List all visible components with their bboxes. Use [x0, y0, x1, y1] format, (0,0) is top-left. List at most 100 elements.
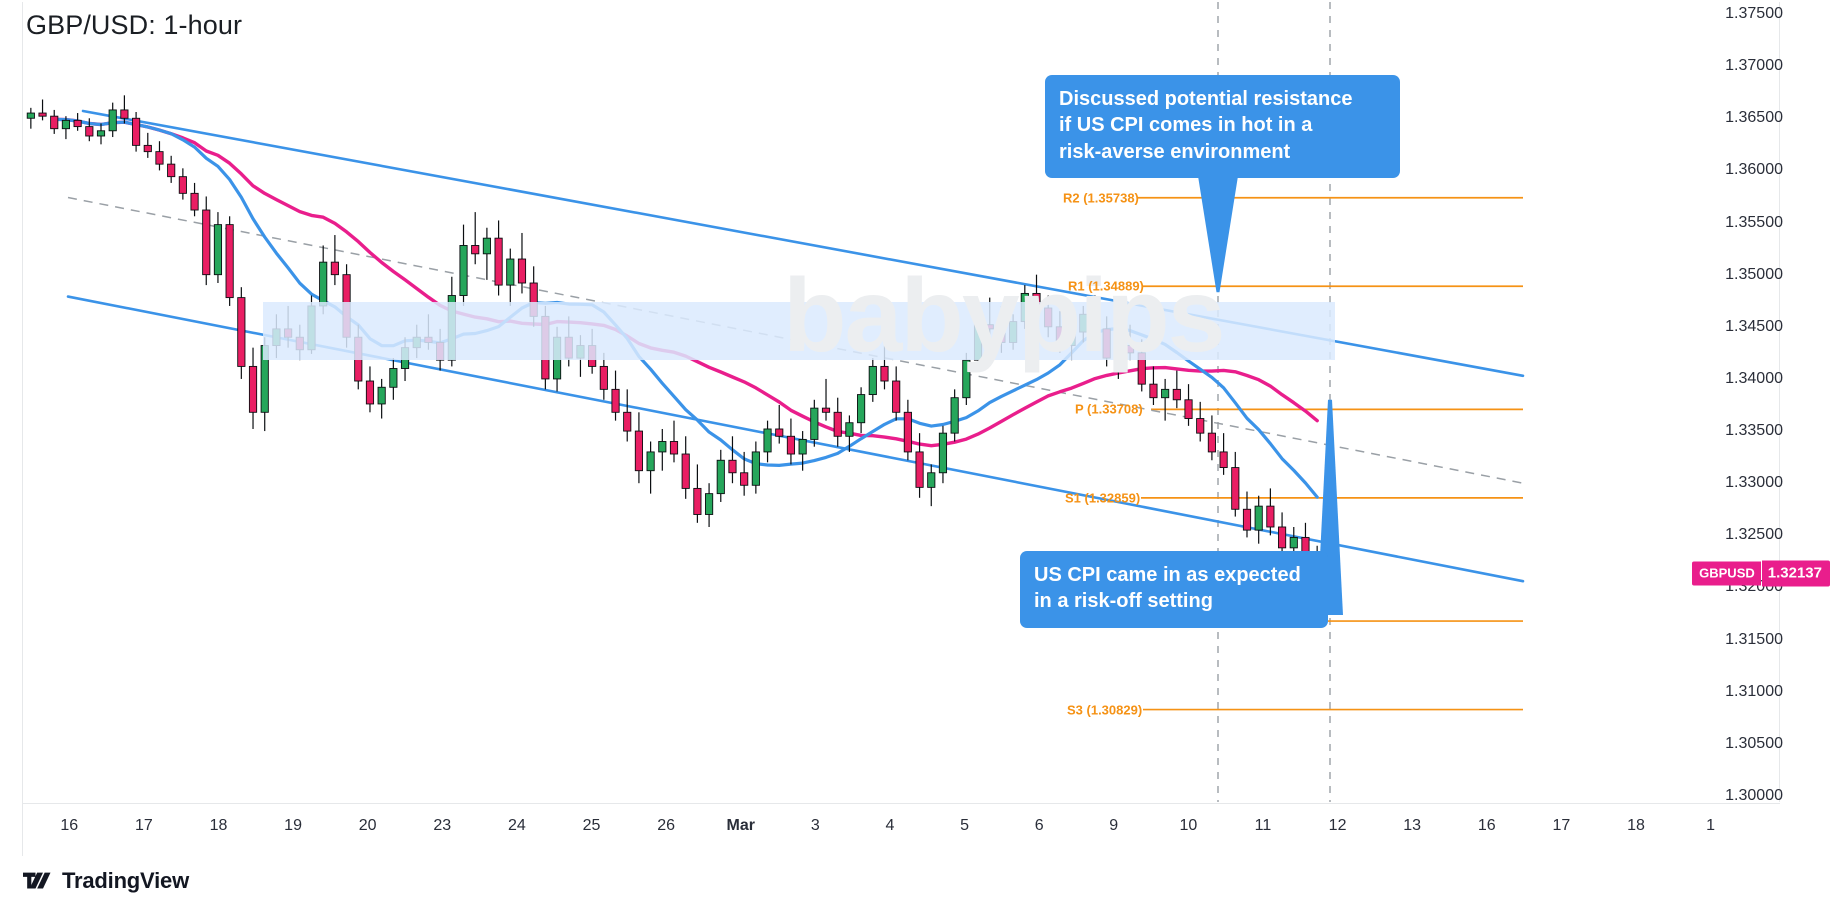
candle-body: [669, 441, 679, 455]
tradingview-brand-name: TradingView: [62, 868, 189, 893]
pivot-label-s3: S3 (1.30829): [1067, 702, 1143, 718]
time-tick: 18: [209, 817, 228, 834]
candle-body: [845, 422, 854, 437]
candle-body: [1231, 467, 1240, 510]
candle-body: [213, 224, 223, 276]
candle-body: [1242, 508, 1252, 531]
candle-body: [38, 112, 47, 117]
time-tick: 6: [1034, 817, 1044, 834]
time-tick: Mar: [726, 817, 755, 834]
candle-body: [950, 397, 959, 434]
time-tick: 9: [1109, 817, 1119, 834]
candle-body: [248, 365, 258, 413]
price-tick: 1.33000: [1725, 474, 1783, 492]
candle-body: [377, 386, 386, 405]
time-tick: 26: [657, 817, 676, 834]
candle-body: [155, 151, 164, 165]
price-tag-value: 1.32137: [1761, 560, 1830, 587]
time-tick: 23: [433, 817, 452, 834]
highlight-band: [263, 302, 1335, 360]
candle-body: [73, 119, 82, 128]
price-tick: 1.37000: [1725, 57, 1783, 75]
resistance-callout-line-2: if US CPI comes in hot in a: [1059, 114, 1313, 137]
time-axis[interactable]: 16 17 18 19 20 23 24 25 26 Mar 3 4 5 6 9 10 11 12 13 16 17 18…: [23, 803, 1780, 844]
candle-body: [132, 117, 141, 146]
candle-body: [857, 394, 866, 424]
candle-body: [716, 459, 725, 495]
candle-body: [190, 192, 199, 211]
resistance-callout: Discussed potential resistance if US CPI …: [1045, 75, 1400, 179]
time-tick: 5: [960, 817, 969, 834]
price-tag-symbol: GBPUSD: [1692, 561, 1761, 586]
candle-body: [833, 411, 842, 437]
candle-body: [1196, 418, 1205, 434]
candle-body: [880, 365, 889, 382]
candle-body: [1219, 451, 1228, 469]
candle-body: [1207, 432, 1216, 453]
pivot-label-s1: S1 (1.32859): [1065, 490, 1141, 506]
candle-body: [740, 472, 749, 486]
price-tick: 1.35000: [1725, 265, 1783, 283]
candle-body: [611, 388, 620, 413]
pivot-label-r1: R1 (1.34889): [1068, 278, 1144, 294]
time-tick: 16: [1477, 817, 1496, 834]
pivot-label-p: P (1.33708): [1075, 401, 1143, 417]
candle-body: [26, 112, 35, 119]
time-tick: 19: [284, 817, 302, 834]
candle-body: [471, 245, 480, 255]
candle-body: [623, 411, 632, 432]
price-tick: 1.34000: [1725, 369, 1783, 387]
cpi-callout: US CPI came in as expected in a risk-off …: [1020, 551, 1328, 628]
price-tick: 1.36500: [1725, 109, 1783, 127]
candle-body: [962, 359, 971, 399]
price-tick: 1.30000: [1725, 787, 1783, 804]
candle-body: [810, 407, 819, 440]
candle-body: [1172, 388, 1181, 401]
candle-body: [120, 109, 129, 119]
price-tick: 1.37500: [1725, 5, 1783, 22]
candle-body: [225, 224, 234, 299]
time-tick: 16: [60, 817, 79, 834]
candle-body: [1266, 505, 1275, 528]
candle-body: [330, 261, 339, 276]
candle-body: [751, 451, 760, 486]
candle-body: [1161, 388, 1170, 399]
candle-body: [482, 237, 491, 255]
candle-body: [693, 487, 702, 515]
time-tick: 4: [885, 817, 895, 834]
time-tick: 11: [1254, 817, 1272, 834]
price-axis[interactable]: 1.37500 1.37000 1.36500 1.36000 1.35500 1.350…: [1692, 2, 1835, 804]
time-tick: 13: [1403, 817, 1422, 834]
candle-body: [108, 109, 117, 132]
candle-body: [798, 438, 807, 455]
candle-body: [517, 258, 527, 284]
candle-body: [1289, 536, 1298, 549]
time-tick: 17: [134, 817, 153, 834]
resistance-callout-line-3: risk-averse environment: [1059, 140, 1291, 163]
time-tick: 12: [1328, 817, 1347, 834]
chart-plot-area[interactable]: babypips: [23, 2, 1780, 802]
pivot-label-r2: R2 (1.35738): [1063, 190, 1139, 206]
candle-body: [927, 472, 936, 488]
candle-body: [915, 451, 924, 488]
candle-body: [61, 119, 70, 130]
candle-body: [1184, 399, 1193, 420]
candle-body: [681, 453, 690, 489]
candle-body: [1254, 505, 1263, 531]
current-price-tag: GBPUSD 1.32137: [1692, 560, 1830, 587]
candle-body: [178, 176, 187, 194]
time-tick: 10: [1179, 817, 1198, 834]
candle-body: [634, 430, 643, 472]
chart-canvas: [26, 2, 1525, 802]
candle-body: [599, 365, 608, 390]
candle-body: [389, 368, 398, 388]
tradingview-logo-icon: [23, 872, 51, 889]
candle-body: [786, 435, 796, 455]
candle-body: [50, 115, 59, 130]
candle-body: [494, 237, 503, 286]
price-tick: 1.34500: [1725, 317, 1783, 335]
price-tick: 1.32500: [1725, 526, 1783, 544]
price-tick: 1.33500: [1725, 422, 1783, 440]
page-title: GBP/USD: 1-hour: [26, 10, 243, 40]
